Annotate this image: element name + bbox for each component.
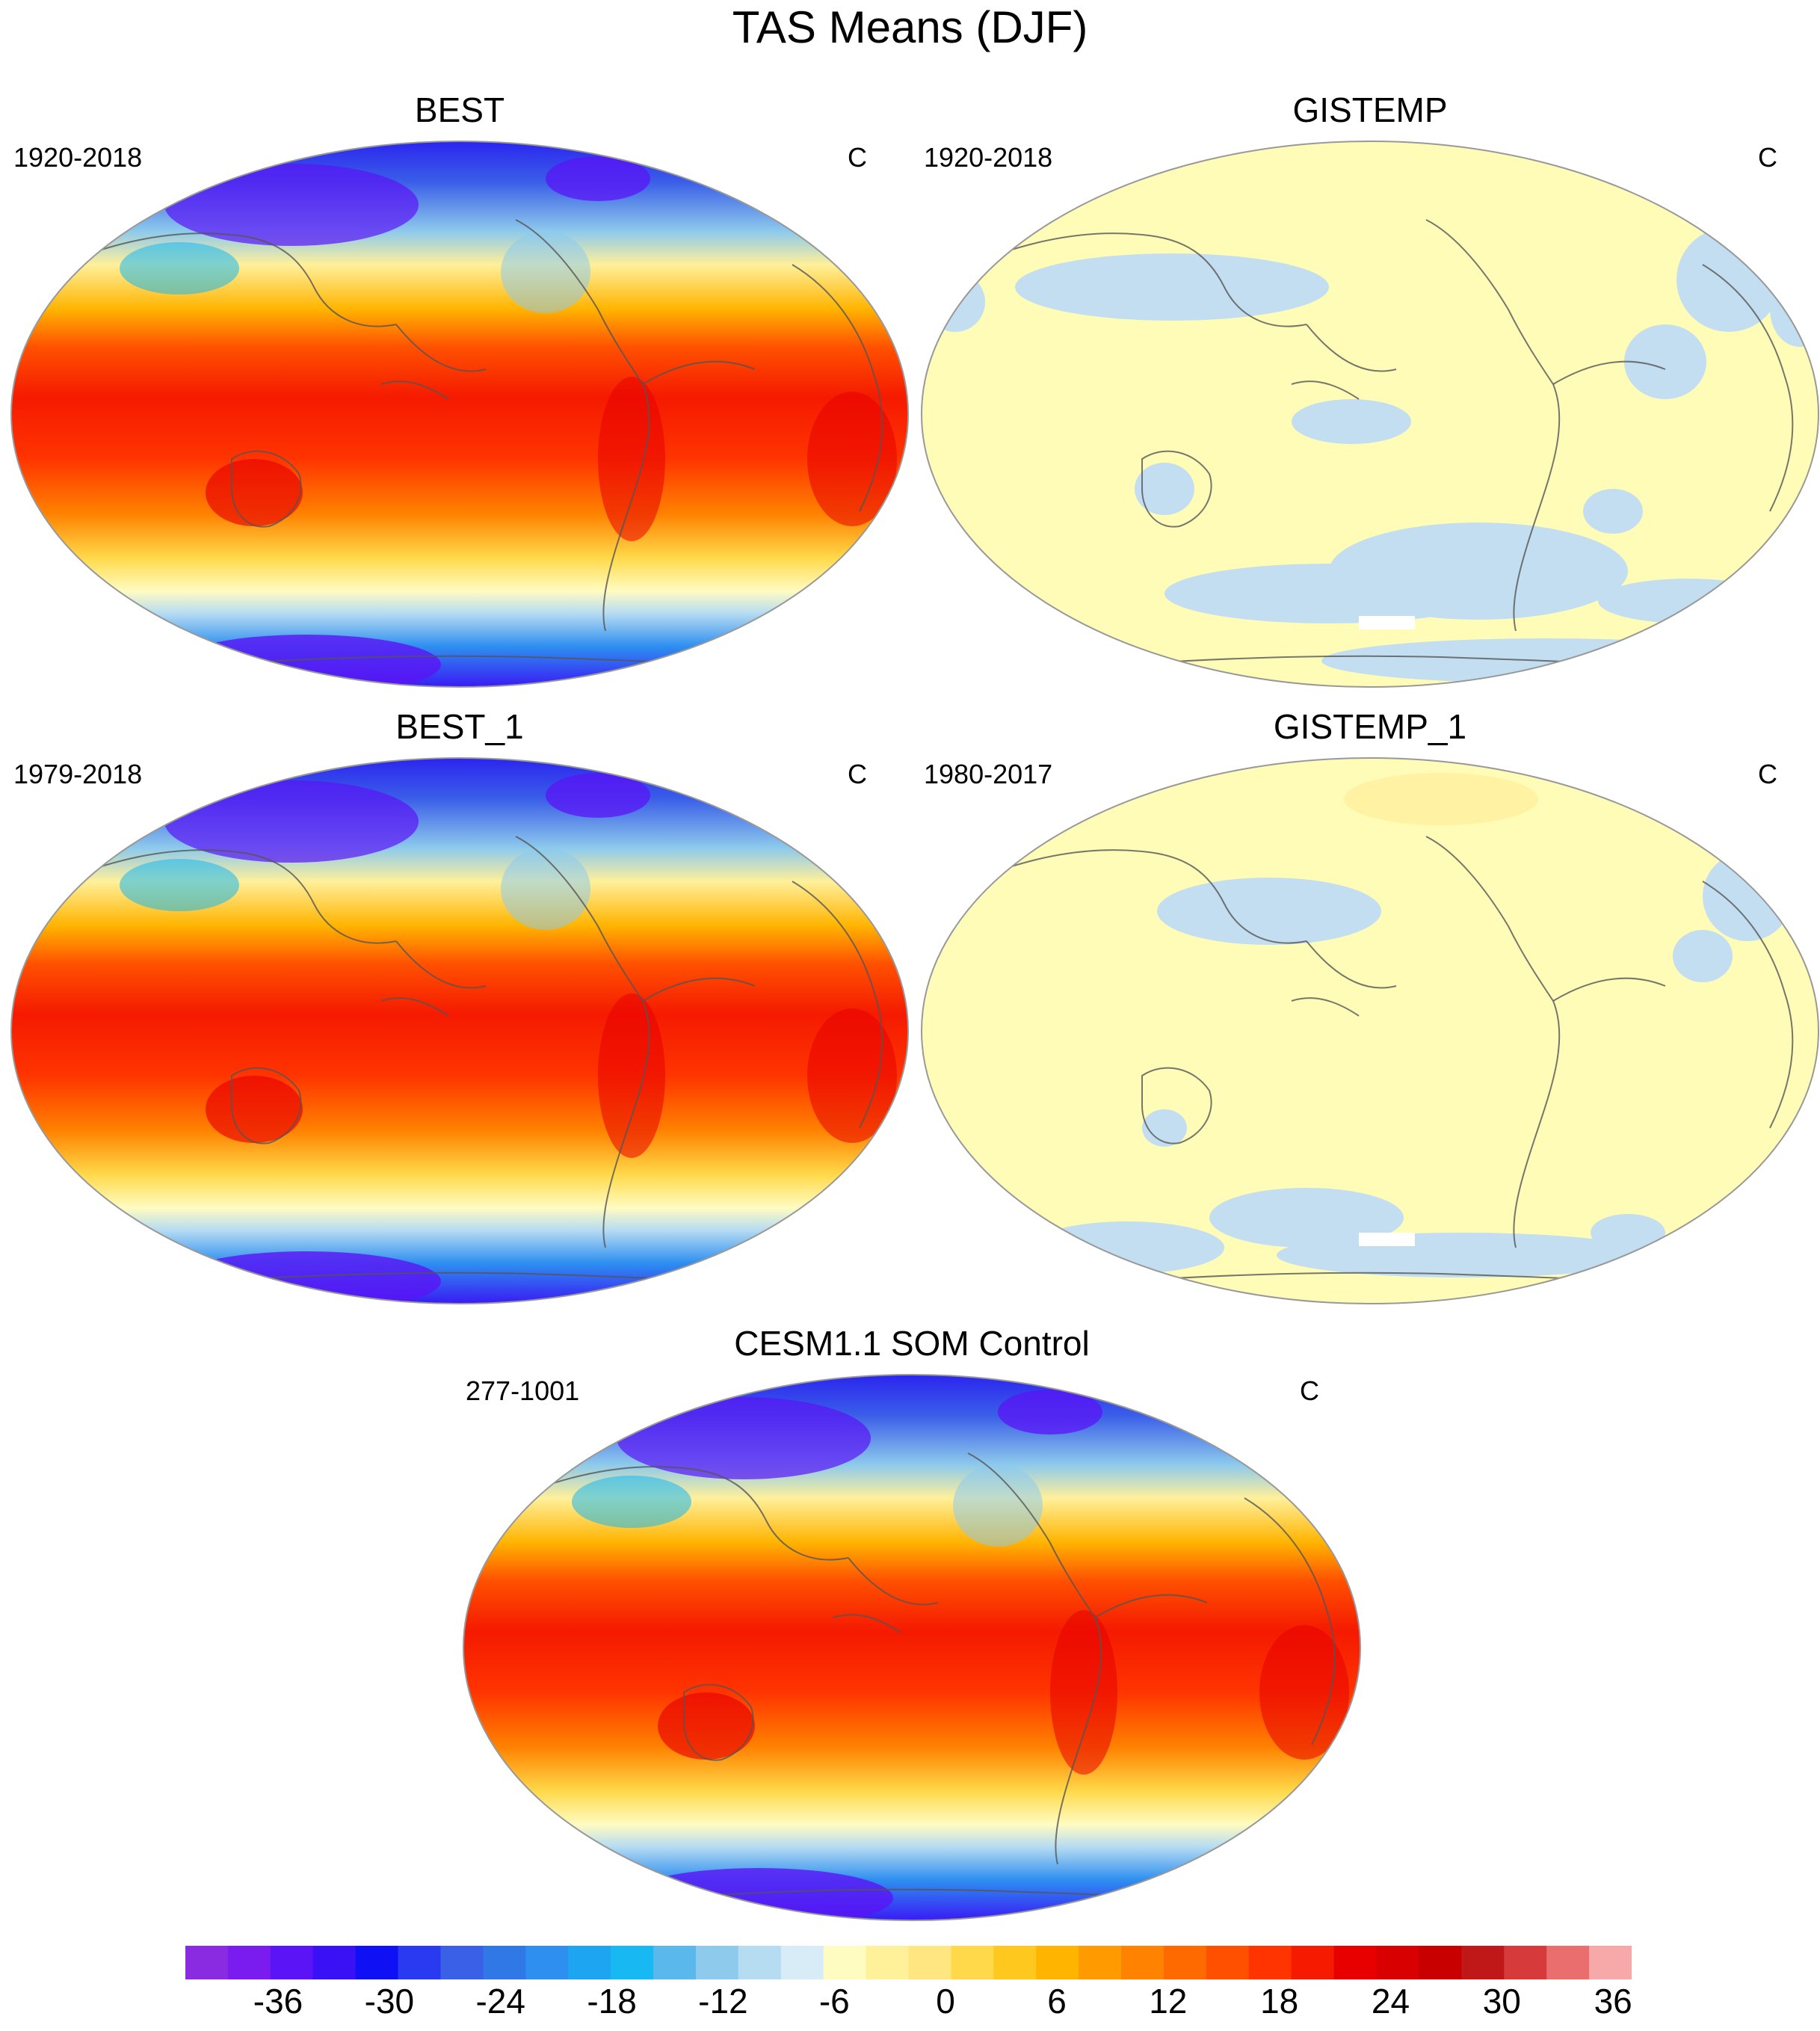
colorbar-swatch	[1333, 1946, 1378, 1979]
map-gistemp-1	[921, 757, 1819, 1304]
colorbar-tick-label: 6	[1047, 1982, 1067, 2021]
colorbar-tick-label: 30	[1482, 1982, 1521, 2021]
panel-units: C	[848, 142, 867, 173]
panel-cesm: CESM1.1 SOM Control 277-1001 C	[460, 1323, 1364, 1921]
colorbar-swatch	[185, 1946, 229, 1979]
colorbar-swatch	[951, 1946, 994, 1979]
colorbar-swatch	[1248, 1946, 1292, 1979]
figure-title: TAS Means (DJF)	[732, 2, 1088, 52]
colorbar-swatch	[866, 1946, 909, 1979]
panel-period: 1979-2018	[13, 759, 143, 789]
colorbar-swatch	[993, 1946, 1037, 1979]
colorbar-swatch	[1504, 1946, 1547, 1979]
colorbar-swatch	[270, 1946, 314, 1979]
colorbar-swatch	[738, 1946, 782, 1979]
colorbar-swatch	[568, 1946, 611, 1979]
colorbar-swatch	[780, 1946, 824, 1979]
colorbar-swatch	[440, 1946, 484, 1979]
colorbar-swatch	[1163, 1946, 1207, 1979]
colorbar-tick-label: 18	[1260, 1982, 1299, 2021]
panel-best-1: BEST_1 1979-2018 C	[7, 706, 912, 1304]
map-best	[10, 141, 909, 688]
panel-period: 1980-2017	[924, 759, 1053, 789]
colorbar-swatch	[1036, 1946, 1079, 1979]
colorbar-swatch	[1206, 1946, 1250, 1979]
panel-period: 1920-2018	[924, 142, 1053, 173]
colorbar-tick-label: 0	[936, 1982, 955, 2021]
colorbar-tick-label: 36	[1594, 1982, 1632, 2021]
colorbar-swatch	[483, 1946, 526, 1979]
colorbar	[185, 1946, 1632, 1979]
colorbar-swatch	[312, 1946, 357, 1979]
colorbar-swatch	[355, 1946, 399, 1979]
panel-title: GISTEMP_1	[1273, 707, 1467, 746]
panel-units: C	[1300, 1375, 1319, 1406]
panel-best: BEST 1920-2018 C	[7, 90, 912, 688]
colorbar-tick-label: -18	[587, 1982, 637, 2021]
panel-gistemp: GISTEMP 1920-2018 C	[918, 90, 1820, 688]
colorbar-swatch	[611, 1946, 654, 1979]
panel-units: C	[1758, 142, 1777, 173]
colorbar-swatch	[823, 1946, 867, 1979]
colorbar-tick-label: -24	[475, 1982, 525, 2021]
colorbar-swatch	[695, 1946, 739, 1979]
colorbar-swatch	[525, 1946, 569, 1979]
panel-title: GISTEMP	[1292, 90, 1448, 129]
panel-gistemp-1: GISTEMP_1 1980-2017 C	[918, 706, 1820, 1304]
colorbar-swatch	[1461, 1946, 1505, 1979]
colorbar-swatch	[1546, 1946, 1590, 1979]
panel-title: BEST	[414, 90, 505, 129]
panel-title: CESM1.1 SOM Control	[734, 1324, 1090, 1363]
panel-period: 1920-2018	[13, 142, 143, 173]
panel-units: C	[1758, 759, 1777, 789]
colorbar-swatch	[1291, 1946, 1335, 1979]
colorbar-tick-label: -36	[253, 1982, 303, 2021]
map-best-1	[10, 757, 909, 1304]
map-cesm	[463, 1374, 1361, 1921]
colorbar-tick-label: -30	[364, 1982, 415, 2021]
panel-units: C	[848, 759, 867, 789]
colorbar-swatch	[1121, 1946, 1165, 1979]
colorbar-swatch	[653, 1946, 697, 1979]
panel-period: 277-1001	[466, 1375, 580, 1406]
colorbar-swatch	[908, 1946, 951, 1979]
colorbar-swatch	[1079, 1946, 1122, 1979]
colorbar-tick-label: -6	[818, 1982, 850, 2021]
colorbar-tick-label: 12	[1149, 1982, 1188, 2021]
map-gistemp	[921, 141, 1819, 688]
colorbar-swatch	[1376, 1946, 1419, 1979]
panel-title: BEST_1	[395, 707, 524, 746]
colorbar-tick-label: -12	[698, 1982, 748, 2021]
colorbar-swatch	[227, 1946, 271, 1979]
colorbar-labels: -36 -30 -24 -18 -12 -6 0 6 12 18 24 30 36	[185, 1981, 1632, 2026]
colorbar-swatch	[398, 1946, 441, 1979]
colorbar-swatch	[1589, 1946, 1632, 1979]
colorbar-tick-label: 24	[1371, 1982, 1410, 2021]
colorbar-swatch	[1419, 1946, 1462, 1979]
